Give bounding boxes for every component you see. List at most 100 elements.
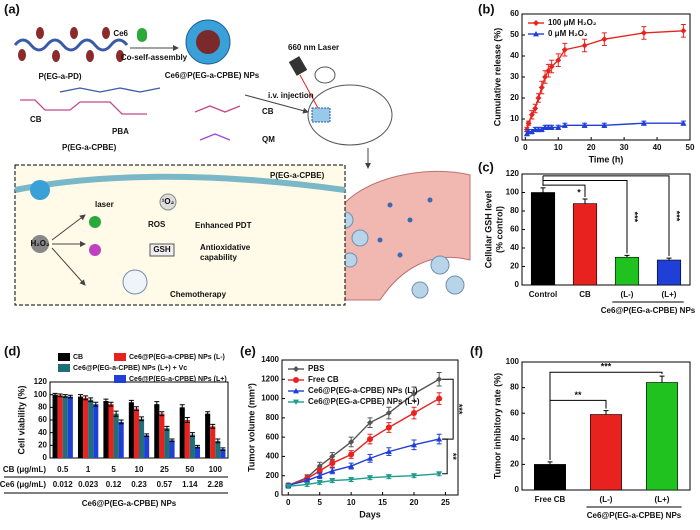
x-tick-label: 0.57 <box>157 480 173 489</box>
y-tick-label: 100 <box>506 357 520 366</box>
x-tick-label: 0.12 <box>106 480 122 489</box>
x-tick-label: (L-) <box>621 290 634 299</box>
error-bar <box>133 406 139 411</box>
x-tick-label: (L+) <box>662 290 677 299</box>
data-point <box>348 463 355 469</box>
bar <box>88 399 94 458</box>
gsh-box <box>149 243 175 257</box>
x-tick-label: 50 <box>185 465 194 474</box>
significance-label: *** <box>630 212 640 223</box>
bar <box>184 420 190 458</box>
data-point <box>561 46 568 53</box>
legend-label: 100 μM H₂O₂ <box>548 18 597 27</box>
error-bar <box>118 419 124 425</box>
o2-icon <box>159 193 177 211</box>
x-tick-label: 10 <box>554 143 563 152</box>
group-label: Ce6@P(EG-a-CPBE) NPs <box>601 306 696 315</box>
bar <box>103 401 109 458</box>
bar <box>77 396 84 458</box>
y-tick-label: 80 <box>510 383 519 392</box>
y-tick-label: 60 <box>510 225 519 234</box>
data-point <box>601 36 608 43</box>
data-point <box>285 483 292 490</box>
y-tick-label: 0 <box>275 490 280 499</box>
panel-label: (a) <box>4 1 20 16</box>
x-axis-label: Time (h) <box>589 154 624 164</box>
data-point <box>436 471 443 477</box>
y-tick-label: 0 <box>515 135 520 144</box>
panel-label: (b) <box>478 1 495 16</box>
legend-label: Ce6@P(EG-a-CPBE) NPs (L+) + Vc <box>73 365 187 372</box>
y-tick-label: 40 <box>510 434 519 443</box>
error-bar <box>154 401 160 408</box>
significance-label: ** <box>574 390 582 400</box>
legend-marker <box>293 366 299 372</box>
error-bar <box>88 397 94 403</box>
label: Antioxidative <box>200 243 251 252</box>
data-point <box>329 467 336 474</box>
ce6-icon <box>89 216 101 228</box>
data-point <box>535 95 542 101</box>
bar <box>62 395 68 458</box>
qm-icon <box>89 244 101 256</box>
data-point <box>555 57 562 64</box>
x-tick-label: 10 <box>347 498 356 507</box>
data-point <box>329 478 336 484</box>
legend-marker <box>293 388 299 394</box>
structure <box>199 133 231 141</box>
error-bar <box>179 404 185 411</box>
data-point <box>436 376 443 383</box>
bar <box>93 404 99 458</box>
y-tick-label: 40 <box>38 428 47 437</box>
y-tick-label: 10 <box>510 114 519 123</box>
label: ROS <box>148 220 166 229</box>
y-tick-label: 800 <box>266 413 280 422</box>
y-tick-label: 1200 <box>261 374 279 383</box>
data-point <box>367 419 373 426</box>
legend-label: Ce6@P(EG-a-CPBE) NPs (L-) <box>129 354 225 361</box>
data-point <box>385 424 392 431</box>
error-bar <box>139 416 145 422</box>
legend-marker <box>293 399 299 405</box>
drug-beads <box>18 27 124 62</box>
bar <box>57 395 63 458</box>
cell <box>122 269 148 295</box>
y-tick-label: 200 <box>266 471 280 480</box>
y-axis-label: Cellular GSH level <box>483 191 493 269</box>
data-point <box>548 124 555 130</box>
data-point <box>348 438 355 445</box>
x-tick-label: 50 <box>686 143 695 152</box>
y-tick-label: 20 <box>510 460 519 469</box>
group-label: Ce6@P(EG-a-CPBE) NPs <box>82 499 177 508</box>
bar <box>614 256 640 286</box>
data-point <box>680 120 687 126</box>
bar <box>128 402 134 458</box>
h2o2-icon <box>31 235 49 253</box>
significance-label: *** <box>601 362 612 372</box>
y-tick-label: 20 <box>510 262 519 271</box>
significance-label: * <box>577 187 581 197</box>
series-line <box>288 378 440 487</box>
x-axis-label: Days <box>359 509 381 519</box>
plot-frame <box>281 359 459 496</box>
label: Co-self-assembly <box>121 53 188 62</box>
data-point <box>348 477 355 483</box>
data-point <box>581 122 588 128</box>
data-point <box>367 455 373 461</box>
bar <box>108 404 114 458</box>
y-tick-label: 40 <box>510 51 519 60</box>
x-tick-label: 0.023 <box>78 480 99 489</box>
bar <box>52 394 58 458</box>
label: 660 nm Laser <box>288 43 339 52</box>
data-point <box>411 410 417 417</box>
y-tick-label: 30 <box>510 72 519 81</box>
label: CB <box>262 107 274 116</box>
data-point <box>555 124 562 130</box>
significance-bracket <box>543 184 586 197</box>
significance-label: *** <box>454 404 464 415</box>
x-tick-label: 20 <box>587 143 596 152</box>
legend-label: Free CB <box>308 375 339 384</box>
label: PBA <box>112 127 129 136</box>
bar <box>646 382 678 491</box>
data-point <box>385 448 392 455</box>
